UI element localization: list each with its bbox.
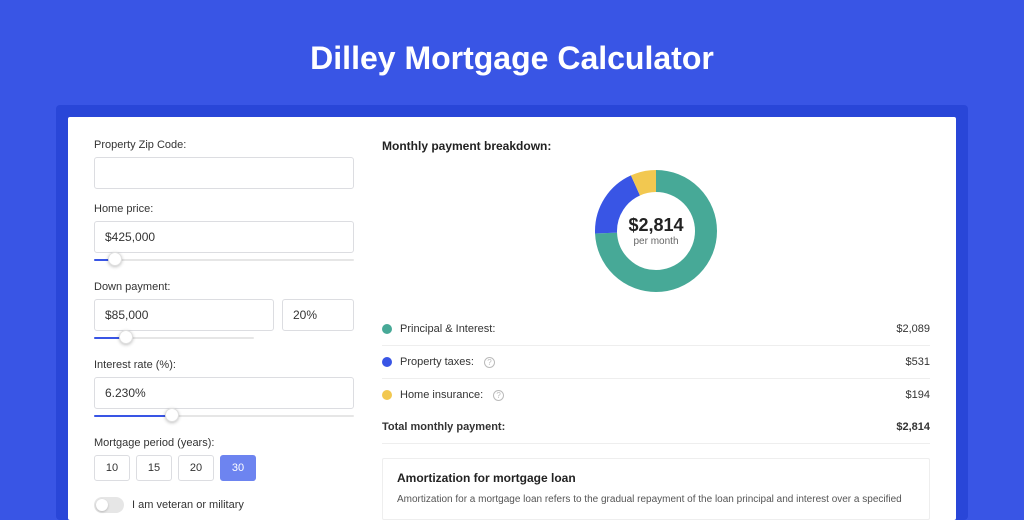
home-price-label: Home price: <box>94 203 354 215</box>
breakdown-row: Home insurance:? $194 <box>382 379 930 411</box>
breakdown-value: $531 <box>906 356 930 368</box>
zip-field: Property Zip Code: <box>94 139 354 189</box>
down-payment-field: Down payment: <box>94 281 354 345</box>
donut-wrap: $2,814 per month <box>382 167 930 295</box>
toggle-knob <box>96 499 108 511</box>
page-title: Dilley Mortgage Calculator <box>56 40 968 77</box>
breakdown-row: Property taxes:? $531 <box>382 346 930 379</box>
period-option-10[interactable]: 10 <box>94 455 130 481</box>
period-option-15[interactable]: 15 <box>136 455 172 481</box>
period-options: 10152030 <box>94 455 354 481</box>
slider-track <box>94 259 354 261</box>
period-option-20[interactable]: 20 <box>178 455 214 481</box>
amortization-title: Amortization for mortgage loan <box>397 471 915 485</box>
slider-thumb[interactable] <box>165 408 179 422</box>
info-icon[interactable]: ? <box>484 357 495 368</box>
interest-rate-slider[interactable] <box>94 411 354 423</box>
donut-sub: per month <box>633 236 678 247</box>
slider-thumb[interactable] <box>108 252 122 266</box>
calculator-panel: Property Zip Code: Home price: Down paym… <box>68 117 956 520</box>
legend-dot <box>382 390 392 400</box>
veteran-label: I am veteran or military <box>132 499 244 511</box>
breakdown-title: Monthly payment breakdown: <box>382 139 930 153</box>
interest-rate-label: Interest rate (%): <box>94 359 354 371</box>
home-price-input[interactable] <box>94 221 354 253</box>
donut-amount: $2,814 <box>628 215 683 236</box>
total-value: $2,814 <box>896 421 930 433</box>
slider-thumb[interactable] <box>119 330 133 344</box>
home-price-slider[interactable] <box>94 255 354 267</box>
breakdown-value: $2,089 <box>896 323 930 335</box>
breakdown-value: $194 <box>906 389 930 401</box>
period-field: Mortgage period (years): 10152030 <box>94 437 354 481</box>
info-icon[interactable]: ? <box>493 390 504 401</box>
down-payment-input[interactable] <box>94 299 274 331</box>
down-payment-pct-input[interactable] <box>282 299 354 331</box>
form-column: Property Zip Code: Home price: Down paym… <box>94 139 354 520</box>
period-label: Mortgage period (years): <box>94 437 354 449</box>
breakdown-column: Monthly payment breakdown: $2,814 per mo… <box>382 139 930 520</box>
breakdown-rows: Principal & Interest: $2,089 Property taxe… <box>382 313 930 411</box>
slider-fill <box>94 415 172 417</box>
amortization-box: Amortization for mortgage loan Amortizat… <box>382 458 930 520</box>
zip-label: Property Zip Code: <box>94 139 354 151</box>
down-payment-label: Down payment: <box>94 281 354 293</box>
home-price-field: Home price: <box>94 203 354 267</box>
legend-dot <box>382 357 392 367</box>
breakdown-label: Property taxes: <box>400 356 474 368</box>
amortization-text: Amortization for a mortgage loan refers … <box>397 493 915 507</box>
down-payment-slider[interactable] <box>94 333 254 345</box>
interest-rate-input[interactable] <box>94 377 354 409</box>
breakdown-label: Principal & Interest: <box>400 323 495 335</box>
veteran-toggle-row: I am veteran or military <box>94 497 354 513</box>
zip-input[interactable] <box>94 157 354 189</box>
breakdown-row: Principal & Interest: $2,089 <box>382 313 930 346</box>
period-option-30[interactable]: 30 <box>220 455 256 481</box>
total-row: Total monthly payment: $2,814 <box>382 411 930 444</box>
donut-center: $2,814 per month <box>592 167 720 295</box>
total-label: Total monthly payment: <box>382 421 505 433</box>
legend-dot <box>382 324 392 334</box>
veteran-toggle[interactable] <box>94 497 124 513</box>
breakdown-label: Home insurance: <box>400 389 483 401</box>
interest-rate-field: Interest rate (%): <box>94 359 354 423</box>
panel-backdrop: Property Zip Code: Home price: Down paym… <box>56 105 968 520</box>
payment-donut-chart: $2,814 per month <box>592 167 720 295</box>
